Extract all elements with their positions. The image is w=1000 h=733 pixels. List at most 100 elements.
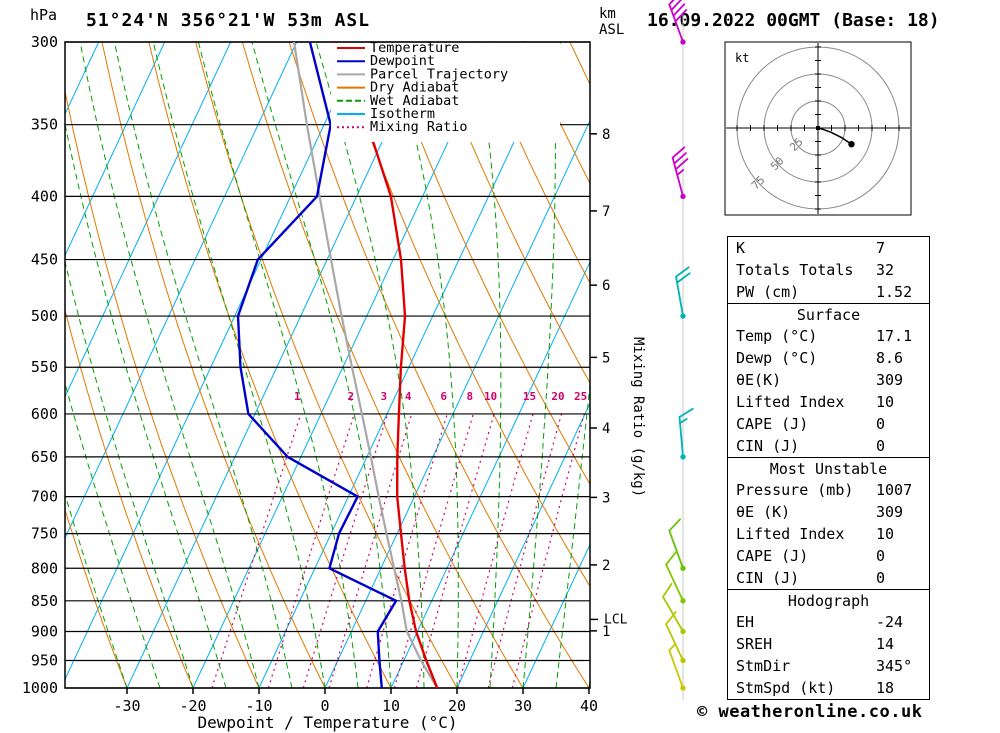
svg-text:kt: kt bbox=[735, 51, 749, 65]
svg-text:0: 0 bbox=[320, 697, 329, 715]
stat-value: 1.52 bbox=[876, 283, 913, 301]
svg-text:1000: 1000 bbox=[22, 679, 58, 697]
stat-label: K bbox=[736, 239, 746, 257]
stat-label: StmSpd (kt) bbox=[736, 679, 836, 697]
svg-text:LCL: LCL bbox=[604, 612, 628, 627]
table-section-header: Most Unstable bbox=[728, 457, 929, 479]
stat-value: 0 bbox=[876, 547, 886, 565]
wind-barb bbox=[668, 0, 688, 45]
svg-text:25: 25 bbox=[574, 390, 587, 403]
station-title: 51°24'N 356°21'W 53m ASL bbox=[86, 10, 371, 31]
svg-text:-30: -30 bbox=[113, 697, 140, 715]
stat-label: PW (cm) bbox=[736, 283, 800, 301]
svg-text:850: 850 bbox=[31, 592, 58, 610]
svg-text:10: 10 bbox=[382, 697, 400, 715]
stat-label: Lifted Index bbox=[736, 525, 845, 543]
svg-text:10: 10 bbox=[484, 390, 497, 403]
table-row: CIN (J) 0 bbox=[728, 435, 929, 457]
wind-barb bbox=[668, 518, 686, 571]
hodograph-end-dot bbox=[848, 141, 855, 148]
svg-text:40: 40 bbox=[580, 697, 598, 715]
svg-text:1: 1 bbox=[294, 390, 301, 403]
svg-text:8: 8 bbox=[466, 390, 473, 403]
svg-text:7: 7 bbox=[602, 204, 610, 220]
svg-text:4: 4 bbox=[602, 421, 610, 437]
svg-text:Isotherm: Isotherm bbox=[370, 106, 435, 122]
table-row: PW (cm) 1.52 bbox=[728, 281, 929, 303]
stat-label: CAPE (J) bbox=[736, 415, 809, 433]
stat-value: 17.1 bbox=[876, 327, 913, 345]
table-row: θE (K) 309 bbox=[728, 501, 929, 523]
parcel-curve bbox=[292, 42, 439, 688]
svg-text:6: 6 bbox=[602, 278, 610, 294]
table-row: StmSpd (kt) 18 bbox=[728, 677, 929, 699]
mixing-ratio-labels: 1 2 3 4 6 8 10 15 20 25 bbox=[294, 390, 587, 403]
svg-text:700: 700 bbox=[31, 488, 58, 506]
svg-text:2: 2 bbox=[602, 558, 610, 574]
stat-value: 0 bbox=[876, 569, 886, 587]
isotherm-lines bbox=[65, 42, 590, 688]
svg-text:750: 750 bbox=[31, 525, 58, 543]
table-row: Lifted Index 10 bbox=[728, 523, 929, 545]
stat-value: 0 bbox=[876, 415, 886, 433]
svg-text:2: 2 bbox=[347, 390, 354, 403]
table-section-header: Hodograph bbox=[728, 589, 929, 611]
svg-text:6: 6 bbox=[440, 390, 447, 403]
axis-labels: hPa3003504004505005506006507007508008509… bbox=[22, 6, 646, 732]
wind-barb bbox=[678, 407, 694, 460]
datetime-title: 16.09.2022 00GMT (Base: 18) bbox=[647, 10, 940, 31]
table-row: Temp (°C) 17.1 bbox=[728, 325, 929, 347]
stat-value: 0 bbox=[876, 437, 886, 455]
svg-text:550: 550 bbox=[31, 358, 58, 376]
svg-text:-10: -10 bbox=[245, 697, 272, 715]
svg-text:4: 4 bbox=[405, 390, 412, 403]
table-section-header: Surface bbox=[728, 303, 929, 325]
stat-label: Totals Totals bbox=[736, 261, 854, 279]
svg-text:ASL: ASL bbox=[599, 22, 624, 38]
wind-barb bbox=[675, 266, 691, 319]
wind-barb bbox=[668, 643, 686, 691]
skewt-chart: 1 2 3 4 6 8 10 15 20 25TemperatureDewpointParcel … bbox=[22, 0, 694, 732]
stat-label: CAPE (J) bbox=[736, 547, 809, 565]
table-row: CAPE (J) 0 bbox=[728, 545, 929, 567]
stat-label: EH bbox=[736, 613, 755, 631]
stat-label: Lifted Index bbox=[736, 393, 845, 411]
svg-text:Dry Adiabat: Dry Adiabat bbox=[370, 80, 459, 96]
svg-text:800: 800 bbox=[31, 559, 58, 577]
svg-text:30: 30 bbox=[514, 697, 532, 715]
svg-text:hPa: hPa bbox=[30, 6, 57, 24]
stat-label: CIN (J) bbox=[736, 569, 800, 587]
table-row: Totals Totals 32 bbox=[728, 259, 929, 281]
svg-text:5: 5 bbox=[602, 350, 610, 366]
svg-text:350: 350 bbox=[31, 116, 58, 134]
stat-value: 7 bbox=[876, 239, 886, 257]
svg-text:Dewpoint / Temperature (°C): Dewpoint / Temperature (°C) bbox=[197, 713, 457, 732]
svg-text:950: 950 bbox=[31, 651, 58, 669]
stat-value: 309 bbox=[876, 371, 904, 389]
svg-text:Mixing Ratio: Mixing Ratio bbox=[370, 119, 468, 135]
svg-text:20: 20 bbox=[448, 697, 466, 715]
svg-text:15: 15 bbox=[523, 390, 536, 403]
stat-value: 14 bbox=[876, 635, 895, 653]
stat-value: 10 bbox=[876, 393, 895, 411]
wind-barb bbox=[671, 146, 689, 200]
plot-border bbox=[64, 41, 591, 689]
svg-text:-20: -20 bbox=[179, 697, 206, 715]
stats-table: K 7 Totals Totals 32 PW (cm) 1.52 Surface Temp … bbox=[727, 236, 930, 700]
svg-text:Mixing Ratio (g/kg): Mixing Ratio (g/kg) bbox=[630, 337, 646, 497]
copyright: © weatheronline.co.uk bbox=[697, 702, 923, 722]
table-row: EH -24 bbox=[728, 611, 929, 633]
stat-value: 345° bbox=[876, 657, 913, 675]
svg-text:300: 300 bbox=[31, 33, 58, 51]
stat-label: CIN (J) bbox=[736, 437, 800, 455]
stat-value: 1007 bbox=[876, 481, 913, 499]
table-row: SREH 14 bbox=[728, 633, 929, 655]
stat-value: 309 bbox=[876, 503, 904, 521]
svg-text:3: 3 bbox=[381, 390, 388, 403]
stat-value: 10 bbox=[876, 525, 895, 543]
svg-text:Temperature: Temperature bbox=[370, 40, 459, 56]
dewpoint-curve bbox=[236, 42, 398, 688]
table-row: Pressure (mb) 1007 bbox=[728, 479, 929, 501]
